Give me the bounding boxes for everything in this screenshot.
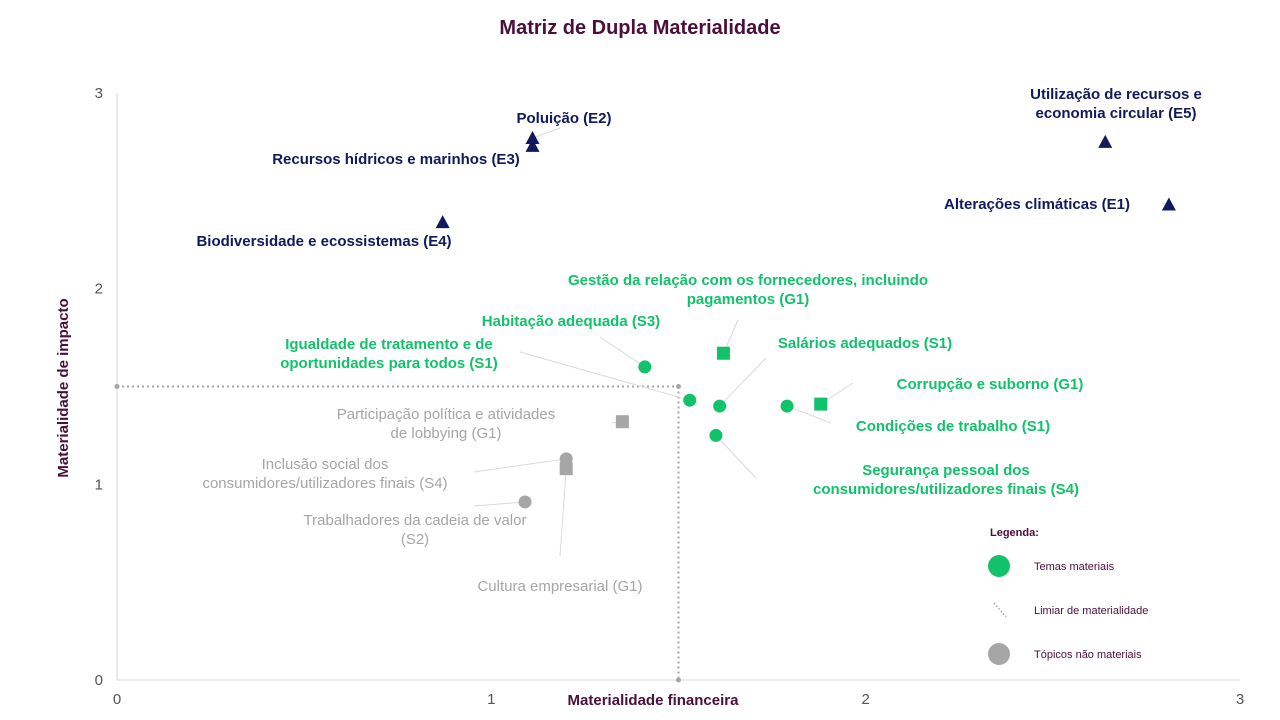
y-tick-label: 2 bbox=[95, 281, 103, 298]
threshold-node bbox=[676, 677, 681, 683]
data-point-label: Inclusão social dos consumidores/utilizad… bbox=[202, 456, 447, 492]
data-point-label: Alterações climáticas (E1) bbox=[944, 196, 1130, 213]
data-point-marker bbox=[525, 131, 540, 145]
leader-line bbox=[532, 127, 561, 139]
data-point-marker bbox=[780, 399, 794, 413]
legend-title: Legenda: bbox=[990, 527, 1039, 539]
data-point-label: Gestão da relação com os fornecedores, i… bbox=[568, 272, 928, 308]
leader-line bbox=[719, 357, 767, 407]
data-point-label: Utilização de recursos e economia circula… bbox=[1030, 86, 1202, 122]
data-point-label: Cultura empresarial (G1) bbox=[477, 578, 642, 595]
leader-line bbox=[519, 351, 690, 401]
legend-symbol bbox=[988, 643, 1010, 665]
y-tick-label: 1 bbox=[95, 476, 103, 493]
data-point-marker bbox=[683, 393, 697, 407]
data-point-label: Participação política e atividades de lob… bbox=[337, 406, 555, 442]
data-point-label: Recursos hídricos e marinhos (E3) bbox=[272, 151, 520, 168]
data-point-label: Poluição (E2) bbox=[516, 110, 611, 127]
data-point-marker bbox=[559, 452, 573, 466]
data-point-marker bbox=[615, 415, 629, 429]
materiality-threshold bbox=[114, 384, 681, 683]
data-point-label: Biodiversidade e ecossistemas (E4) bbox=[196, 233, 451, 250]
x-tick-label: 0 bbox=[113, 691, 121, 708]
x-axis-title: Materialidade financeira bbox=[568, 692, 740, 709]
data-point-marker bbox=[525, 138, 540, 152]
y-tick-label: 3 bbox=[95, 85, 103, 102]
data-point-marker bbox=[559, 462, 573, 476]
legend-item-label: Tópicos não materiais bbox=[1034, 649, 1142, 661]
data-point-label: Trabalhadores da cadeia de valor (S2) bbox=[304, 512, 527, 548]
legend-symbol bbox=[993, 602, 1007, 618]
data-point-marker bbox=[713, 399, 727, 413]
y-axis-title: Materialidade de impacto bbox=[55, 298, 72, 477]
legend-item-label: Limiar de materialidade bbox=[1034, 605, 1148, 617]
data-point-label: Corrupção e suborno (G1) bbox=[897, 376, 1084, 393]
data-point-marker bbox=[1098, 134, 1113, 148]
data-point-marker bbox=[435, 215, 450, 229]
data-markers bbox=[435, 131, 1176, 509]
leader-line bbox=[473, 458, 567, 473]
data-point-label: Habitação adequada (S3) bbox=[482, 313, 660, 330]
data-point-marker bbox=[814, 397, 828, 411]
data-labels: Poluição (E2) Recursos hídricos e marinho… bbox=[196, 86, 1201, 595]
leader-line bbox=[559, 468, 567, 557]
threshold-node bbox=[114, 384, 120, 389]
leader-line bbox=[715, 435, 757, 479]
data-point-marker bbox=[518, 495, 532, 509]
data-point-marker bbox=[709, 428, 723, 442]
data-point-marker bbox=[716, 346, 730, 360]
threshold-node bbox=[676, 384, 681, 389]
chart-title: Matriz de Dupla Materialidade bbox=[499, 17, 780, 39]
data-point-label: Igualdade de tratamento e de oportunidade… bbox=[280, 336, 498, 372]
data-point-marker bbox=[638, 360, 652, 374]
legend: Legenda: Temas materiais Limiar de materi… bbox=[988, 527, 1148, 665]
leader-line bbox=[473, 501, 526, 507]
data-point-marker bbox=[1161, 197, 1176, 211]
x-tick-label: 2 bbox=[861, 691, 869, 708]
legend-item-label: Temas materiais bbox=[1034, 561, 1115, 573]
leader-line bbox=[599, 336, 646, 368]
leader-line bbox=[786, 405, 832, 424]
data-point-label: Segurança pessoal dos consumidores/utiliz… bbox=[813, 462, 1079, 498]
x-tick-label: 3 bbox=[1236, 691, 1244, 708]
legend-symbol bbox=[988, 555, 1010, 577]
x-tick-label: 1 bbox=[487, 691, 495, 708]
data-point-label: Salários adequados (S1) bbox=[778, 335, 952, 352]
data-point-label: Condições de trabalho (S1) bbox=[856, 418, 1050, 435]
y-tick-label: 0 bbox=[95, 672, 103, 689]
